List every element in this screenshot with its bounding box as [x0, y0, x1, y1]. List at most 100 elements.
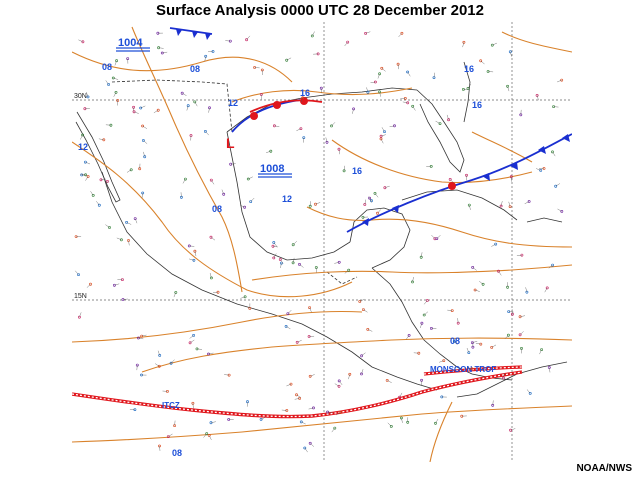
station-marker — [303, 446, 307, 450]
station-marker — [400, 31, 404, 35]
wind-barb — [274, 125, 280, 127]
wind-barb — [312, 31, 315, 36]
wind-barb — [113, 77, 119, 80]
wind-barb — [552, 151, 556, 157]
station-marker — [207, 352, 210, 356]
wind-barb — [292, 257, 295, 263]
wind-barb — [136, 365, 138, 371]
station-marker — [325, 140, 329, 144]
wind-barb — [240, 204, 245, 208]
station-marker — [364, 31, 368, 35]
wind-barb — [296, 128, 301, 131]
wind-barb — [420, 323, 423, 329]
wind-barb — [85, 161, 91, 165]
wind-barb — [113, 92, 117, 97]
station-marker — [470, 367, 474, 371]
wind-barb — [157, 350, 160, 356]
wind-barb — [348, 374, 350, 380]
wind-barb — [266, 151, 271, 153]
wind-barb — [128, 240, 130, 246]
wind-barb — [287, 309, 292, 314]
station-marker — [246, 177, 250, 181]
station-marker — [193, 249, 197, 253]
station-marker — [142, 139, 145, 142]
station-marker — [205, 432, 209, 436]
wind-barb — [273, 253, 277, 258]
pressure-center: 1008 — [258, 163, 292, 178]
station-marker — [528, 391, 532, 395]
station-marker — [308, 441, 312, 445]
station-marker — [508, 205, 512, 209]
station-marker — [502, 376, 505, 380]
wind-barb — [439, 360, 444, 363]
wind-barb — [520, 315, 526, 317]
low-pressure-marker: L — [226, 135, 235, 151]
station-marker — [308, 306, 312, 310]
station-marker — [434, 421, 437, 425]
wind-barb — [299, 264, 304, 268]
wind-barb — [135, 218, 138, 224]
station-marker — [363, 203, 367, 206]
wind-barb — [240, 296, 246, 299]
station-marker — [114, 91, 118, 94]
wind-barb — [389, 125, 395, 127]
station-marker — [462, 40, 466, 44]
wind-barb — [380, 138, 384, 144]
station-marker — [411, 280, 414, 284]
wind-barb — [397, 64, 399, 70]
wind-barb — [301, 421, 306, 425]
wind-barb — [435, 120, 441, 124]
wind-barb — [555, 183, 561, 187]
station-marker — [156, 108, 160, 112]
wind-barb — [209, 272, 212, 278]
wind-barb — [182, 93, 187, 96]
isobars — [72, 26, 572, 462]
station-marker — [312, 406, 315, 410]
station-marker — [301, 96, 305, 100]
wind-barb — [224, 374, 230, 376]
station-marker — [298, 262, 301, 266]
station-marker — [525, 290, 529, 294]
station-marker — [174, 291, 178, 294]
station-marker — [222, 192, 226, 196]
station-marker — [506, 84, 510, 88]
wind-barb — [500, 201, 503, 207]
wind-barb — [423, 300, 428, 305]
wind-barb — [96, 201, 100, 206]
station-marker — [337, 260, 341, 264]
wind-barb — [401, 417, 403, 423]
station-marker — [286, 312, 290, 316]
wind-barb — [510, 428, 516, 431]
wind-barb — [387, 422, 392, 427]
station-marker — [420, 321, 424, 325]
wind-barb — [504, 335, 509, 339]
map-title: Surface Analysis 0000 UTC 28 December 20… — [156, 2, 484, 19]
station-marker — [86, 175, 90, 178]
station-marker — [89, 282, 92, 286]
station-marker — [180, 91, 184, 95]
station-marker — [120, 238, 123, 242]
wind-barb — [138, 337, 144, 340]
wind-barb — [308, 407, 314, 410]
wind-barb — [309, 307, 312, 313]
station-marker — [141, 124, 145, 128]
isobar-label: 16 — [300, 88, 310, 98]
isobar-label: 12 — [282, 194, 292, 204]
wind-barb — [491, 344, 497, 348]
wind-barb — [480, 60, 485, 65]
wind-barb — [294, 398, 300, 400]
wind-barb — [105, 224, 110, 228]
isobar-label: 16 — [464, 64, 474, 74]
station-marker — [438, 122, 442, 126]
wind-barb — [174, 420, 176, 426]
wind-barb — [246, 35, 251, 40]
station-marker — [337, 379, 341, 383]
station-marker — [91, 193, 95, 197]
wind-barb — [361, 369, 364, 374]
wind-barb — [402, 101, 408, 103]
wind-barb — [364, 199, 366, 205]
weather-map: 30N 15N — [72, 22, 572, 462]
wind-barb — [141, 334, 147, 337]
wind-barb — [508, 201, 511, 207]
wind-barb — [80, 134, 83, 140]
